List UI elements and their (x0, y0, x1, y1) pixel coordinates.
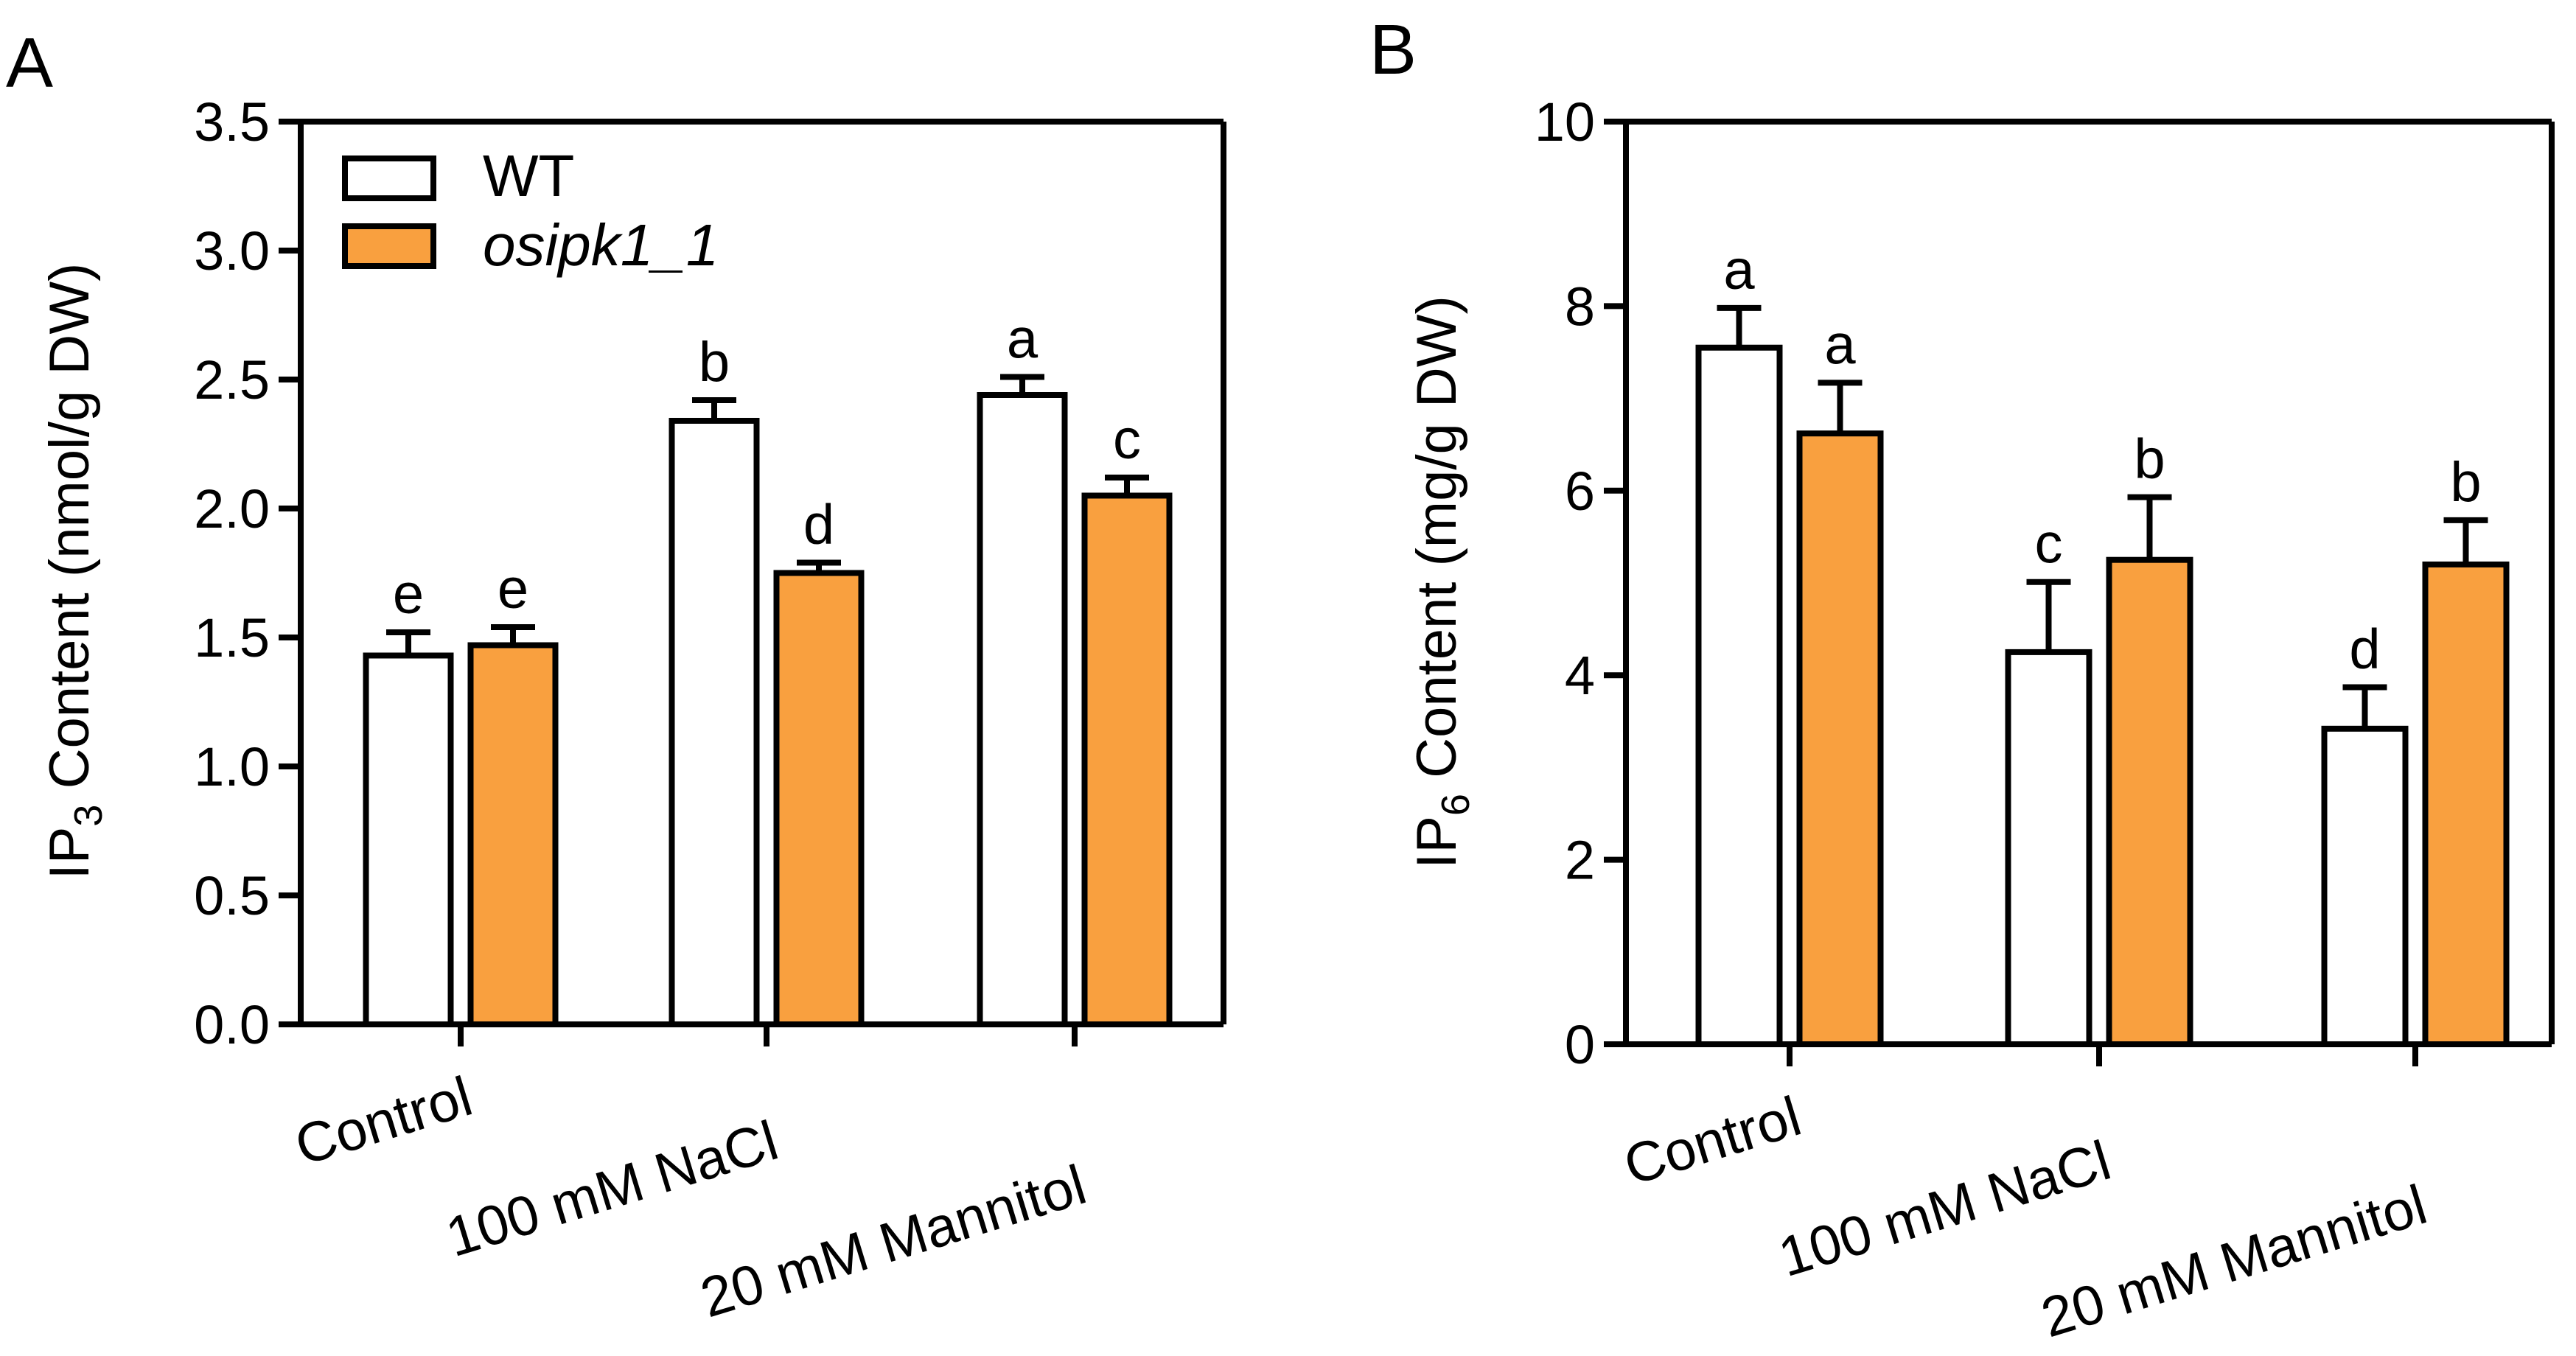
y-tick-label-b-3: 6 (1565, 461, 1595, 522)
panel-b-y-axis-label: IP6 Content (mg/g DW) (1406, 296, 1478, 869)
sig-letter-a-1-2: c (1113, 408, 1141, 471)
legend-swatch-wt (342, 155, 436, 201)
sig-letter-b-0-2: d (2349, 618, 2380, 680)
legend-label-wt: WT (483, 143, 574, 209)
bar-b-1-0 (1796, 430, 1884, 1047)
bar-b-1-2 (2422, 561, 2510, 1047)
sig-letter-a-0-2: a (1007, 308, 1039, 371)
bar-b-0-0 (1695, 344, 1783, 1047)
sig-letter-a-0-0: e (393, 563, 424, 626)
y-tick-label-a-4: 2.0 (194, 478, 270, 539)
sig-letter-a-0-1: b (699, 331, 730, 394)
legend: WT osipk1_1 (342, 143, 719, 278)
bar-a-0-2 (977, 392, 1068, 1027)
bar-a-0-0 (363, 652, 454, 1027)
bar-b-0-2 (2321, 725, 2409, 1047)
bar-a-1-2 (1081, 492, 1173, 1027)
legend-label-mutant: osipk1_1 (483, 212, 719, 278)
sig-letter-b-1-1: b (2134, 428, 2165, 491)
y-tick-label-a-5: 2.5 (194, 349, 270, 410)
y-tick-label-b-4: 8 (1565, 276, 1595, 337)
panel-a: A IP3 Content (nmol/g DW) e b a e d c 0.0 0.5 1… (6, 24, 1226, 1329)
y-tick-label-a-2: 1.0 (194, 736, 270, 797)
y-tick-label-b-0: 0 (1565, 1014, 1595, 1075)
panel-b: B IP6 Content (mg/g DW) a c d a b b 0 2 4 6 8 10 Co… (1369, 10, 2555, 1349)
sig-letter-b-0-0: a (1723, 239, 1755, 301)
legend-swatch-mutant (342, 223, 436, 269)
y-tick-label-b-5: 10 (1535, 91, 1595, 153)
panel-b-label: B (1369, 10, 1417, 89)
bar-a-1-1 (773, 570, 865, 1027)
category-label-a-0: Control (288, 1065, 479, 1178)
bar-b-1-1 (2106, 556, 2193, 1047)
sig-letter-b-0-1: c (2035, 513, 2063, 576)
y-tick-label-a-3: 1.5 (194, 607, 270, 668)
bar-a-1-0 (467, 642, 559, 1027)
bar-a-0-1 (669, 418, 760, 1027)
panel-a-y-axis-label: IP3 Content (nmol/g DW) (38, 263, 111, 880)
panel-a-label: A (6, 24, 53, 102)
category-label-b-1: 100 mM NaCl (1772, 1129, 2118, 1289)
y-tick-label-a-6: 3.0 (194, 220, 270, 282)
category-label-a-1: 100 mM NaCl (439, 1109, 785, 1269)
sig-letter-a-1-0: e (498, 558, 528, 621)
sig-letter-a-1-1: d (803, 494, 834, 556)
sig-letter-b-1-2: b (2450, 451, 2481, 514)
category-label-b-0: Control (1617, 1085, 1808, 1198)
sig-letter-b-1-0: a (1824, 313, 1856, 376)
bar-b-0-1 (2005, 649, 2092, 1047)
y-tick-label-b-2: 4 (1565, 645, 1595, 706)
category-label-b-2: 20 mM Mannitol (2034, 1173, 2434, 1349)
y-tick-label-b-1: 2 (1565, 830, 1595, 891)
y-tick-label-a-0: 0.0 (194, 994, 270, 1055)
y-tick-label-a-7: 3.5 (194, 91, 270, 153)
category-label-a-2: 20 mM Mannitol (694, 1153, 1093, 1329)
y-tick-label-a-1: 0.5 (194, 865, 270, 926)
